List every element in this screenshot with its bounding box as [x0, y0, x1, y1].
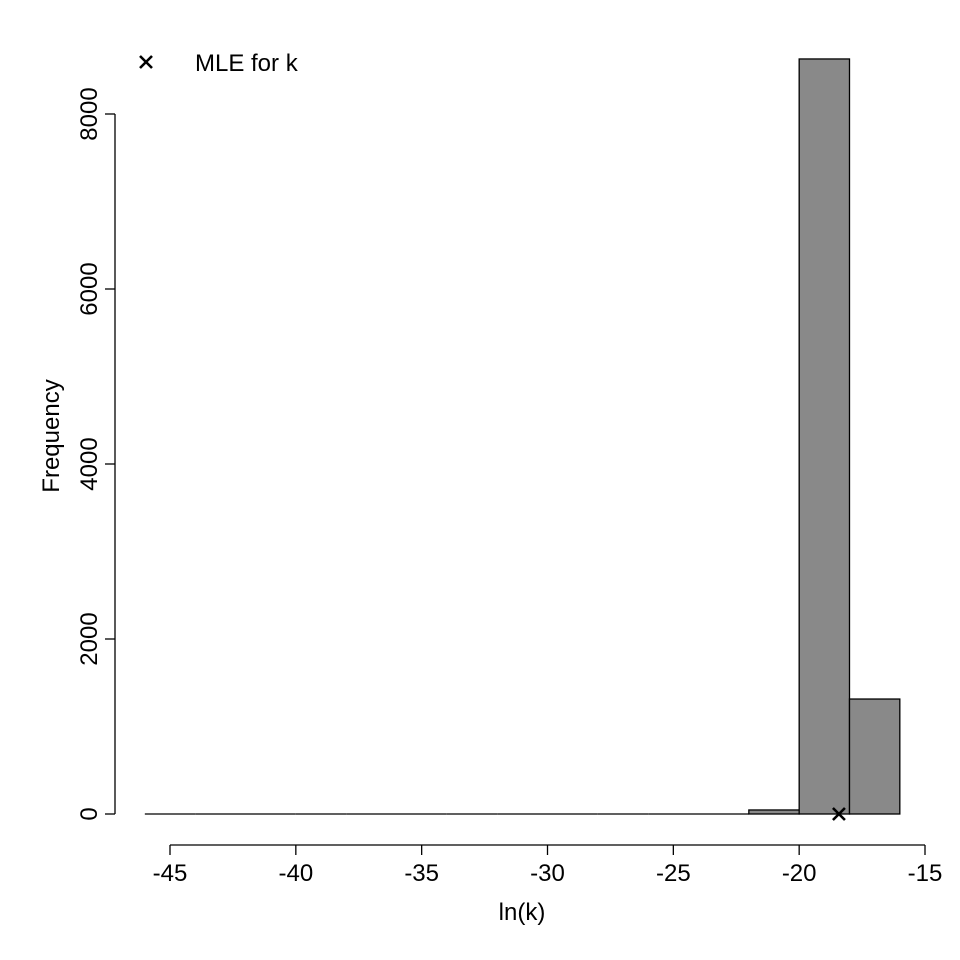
x-tick-label: -15 — [908, 860, 943, 887]
histogram-bar — [798, 58, 851, 815]
x-tick-label: -45 — [153, 860, 188, 887]
y-tick-label: 8000 — [76, 87, 103, 140]
x-tick-label: -35 — [404, 860, 439, 887]
x-tick-label: -25 — [656, 860, 691, 887]
histogram-bar — [748, 809, 800, 815]
histogram-bar — [848, 698, 901, 815]
y-tick-label: 0 — [76, 807, 103, 820]
histogram-bars — [144, 58, 901, 815]
mle-markers — [832, 807, 846, 821]
x-tick-label: -40 — [278, 860, 313, 887]
x-tick-label: -30 — [530, 860, 565, 887]
x-marker-icon — [139, 55, 153, 69]
x-axis-label: ln(k) — [499, 899, 546, 926]
y-axis: 0 2000 4000 6000 8000 — [76, 87, 116, 821]
y-tick-label: 4000 — [76, 437, 103, 490]
y-axis-label: Frequency — [38, 379, 65, 492]
mle-x-marker-icon — [832, 807, 846, 821]
legend-label-mle: MLE for k — [195, 50, 299, 77]
y-tick-label: 2000 — [76, 612, 103, 665]
x-tick-label: -20 — [782, 860, 817, 887]
y-tick-label: 6000 — [76, 262, 103, 315]
x-axis: -45 -40 -35 -30 -25 -20 -15 — [153, 844, 943, 887]
legend: MLE for k — [139, 50, 299, 77]
